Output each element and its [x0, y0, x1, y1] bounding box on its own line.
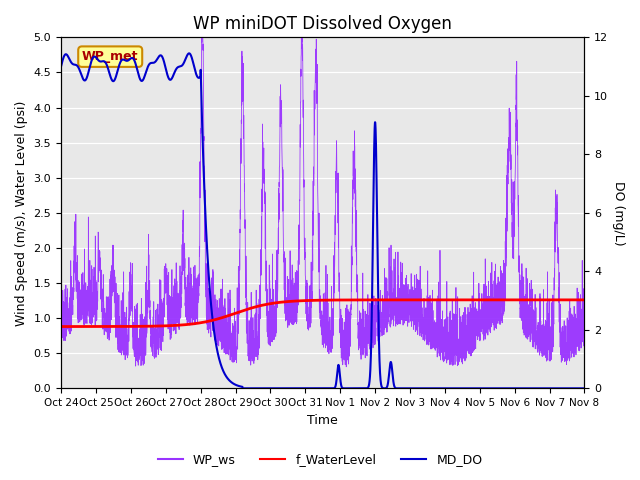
Y-axis label: DO (mg/L): DO (mg/L) — [612, 180, 625, 245]
Y-axis label: Wind Speed (m/s), Water Level (psi): Wind Speed (m/s), Water Level (psi) — [15, 100, 28, 325]
Title: WP miniDOT Dissolved Oxygen: WP miniDOT Dissolved Oxygen — [193, 15, 452, 33]
X-axis label: Time: Time — [307, 414, 338, 427]
Text: WP_met: WP_met — [82, 50, 138, 63]
Legend: WP_ws, f_WaterLevel, MD_DO: WP_ws, f_WaterLevel, MD_DO — [152, 448, 488, 471]
